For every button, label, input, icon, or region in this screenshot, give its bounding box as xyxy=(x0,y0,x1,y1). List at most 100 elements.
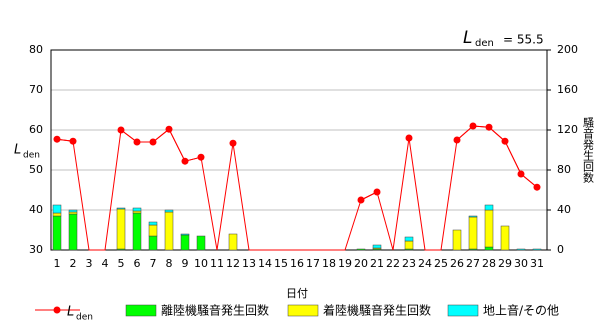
x-tick-label: 5 xyxy=(118,257,125,270)
bar-segment xyxy=(516,248,526,251)
bar-segment xyxy=(148,221,158,226)
y-tick-label: 70 xyxy=(29,83,43,96)
x-tick-label: 29 xyxy=(498,257,512,270)
bar-segment xyxy=(180,234,190,251)
y2-tick-label: 160 xyxy=(557,83,578,96)
x-tick-label: 30 xyxy=(514,257,528,270)
bar-segment xyxy=(484,246,494,251)
bar-segment xyxy=(52,215,62,251)
bar-segment xyxy=(148,235,158,251)
bar-segment xyxy=(468,215,478,218)
bar-segment xyxy=(132,212,142,251)
x-axis-label: 日付 xyxy=(286,287,308,300)
line-marker xyxy=(117,126,125,134)
line-marker xyxy=(501,137,509,145)
x-tick-label: 21 xyxy=(370,257,384,270)
line-marker xyxy=(469,122,477,130)
line-marker xyxy=(533,183,541,191)
bar-segment xyxy=(68,213,78,251)
x-tick-label: 23 xyxy=(402,257,416,270)
legend-swatch xyxy=(447,304,479,317)
x-tick-label: 31 xyxy=(530,257,544,270)
x-tick-label: 20 xyxy=(354,257,368,270)
line xyxy=(56,125,538,201)
legend-label: 着陸機騒音発生回数 xyxy=(323,303,431,318)
bar-segment xyxy=(404,240,414,250)
x-tick-label: 17 xyxy=(306,257,320,270)
line-marker xyxy=(485,123,493,131)
x-tick-label: 2 xyxy=(70,257,77,270)
x-tick-label: 26 xyxy=(450,257,464,270)
x-tick-label: 6 xyxy=(134,257,141,270)
y-tick-label: 60 xyxy=(29,123,43,136)
x-tick-label: 7 xyxy=(150,257,157,270)
y-tick-label: 40 xyxy=(29,203,43,216)
line-drop xyxy=(56,125,538,251)
line-marker xyxy=(229,139,237,147)
x-tick-label: 24 xyxy=(418,257,432,270)
bar-segment xyxy=(180,233,190,236)
line-marker xyxy=(405,134,413,142)
bar-segment xyxy=(356,248,366,251)
x-tick-label: 25 xyxy=(434,257,448,270)
x-tick-label: 11 xyxy=(210,257,224,270)
x-tick-label: 18 xyxy=(322,257,336,270)
line-marker xyxy=(53,135,61,143)
x-tick-label: 19 xyxy=(338,257,352,270)
bar-segment xyxy=(52,204,62,214)
y2-tick-label: 40 xyxy=(557,203,571,216)
x-tick-label: 16 xyxy=(290,257,304,270)
legend-label-sub: den xyxy=(76,313,93,323)
bar-segment xyxy=(52,212,62,217)
x-tick-label: 8 xyxy=(166,257,173,270)
bar-segment xyxy=(484,204,494,211)
x-tick-label: 27 xyxy=(466,257,480,270)
bar-segment xyxy=(164,209,174,213)
x-tick-label: 13 xyxy=(242,257,256,270)
x-tick-label: 14 xyxy=(258,257,272,270)
x-tick-label: 9 xyxy=(182,257,189,270)
bar-segment xyxy=(148,224,158,237)
line-marker xyxy=(357,196,365,204)
x-tick-label: 3 xyxy=(86,257,93,270)
line-marker xyxy=(517,170,525,178)
bar-segment xyxy=(452,229,462,251)
bar-segment xyxy=(164,211,174,251)
annotation-sub: den xyxy=(475,38,494,49)
y-axis-label-sub: den xyxy=(23,151,40,161)
y2-tick-label: 120 xyxy=(557,123,578,136)
x-tick-label: 10 xyxy=(194,257,208,270)
bar-segment xyxy=(228,233,238,251)
legend-swatch xyxy=(125,304,157,317)
y2-tick-label: 0 xyxy=(557,243,564,256)
bar-segment xyxy=(372,244,382,249)
bar-segment xyxy=(404,236,414,242)
line-marker xyxy=(181,157,189,165)
y-axis-label: L xyxy=(14,143,21,158)
line-marker xyxy=(165,125,173,133)
line-marker xyxy=(197,153,205,161)
x-tick-label: 15 xyxy=(274,257,288,270)
annotation-value: = 55.5 xyxy=(503,33,544,47)
line-marker xyxy=(373,188,381,196)
x-tick-label: 12 xyxy=(226,257,240,270)
x-tick-label: 28 xyxy=(482,257,496,270)
x-tick-label: 4 xyxy=(102,257,109,270)
legend-marker xyxy=(53,306,61,314)
y-tick-label: 80 xyxy=(29,43,43,56)
bar-segment xyxy=(532,248,542,251)
legend-label: 地上音/その他 xyxy=(483,303,559,318)
line-marker xyxy=(69,137,77,145)
bar-segment xyxy=(484,209,494,248)
bar-segment xyxy=(468,216,478,250)
y-tick-label: 30 xyxy=(29,243,43,256)
x-tick-label: 1 xyxy=(54,257,61,270)
bar-segment xyxy=(116,207,126,210)
legend-label: L xyxy=(67,305,74,320)
annotation-symbol: L xyxy=(463,28,472,48)
x-tick-label: 22 xyxy=(386,257,400,270)
bar-segment xyxy=(132,207,142,212)
line-marker xyxy=(133,138,141,146)
y2-tick-label: 200 xyxy=(557,43,578,56)
